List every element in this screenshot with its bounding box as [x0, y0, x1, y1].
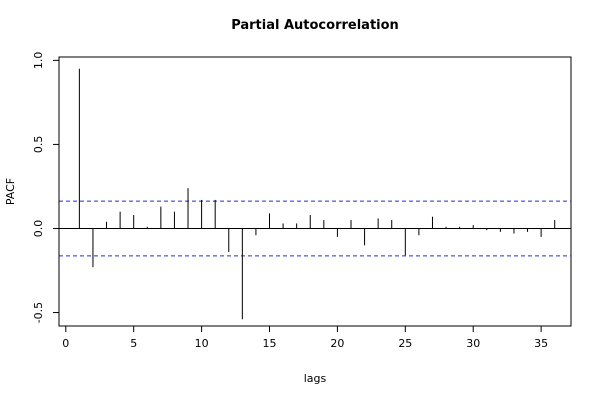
y-tick-label--0.5: -0.5: [32, 302, 45, 323]
plot-area: 0 5 10 15 20 25 30 35 -0.5 0.0 0.5 1.0: [32, 52, 572, 350]
x-tick-label-10: 10: [195, 337, 209, 350]
x-axis-label: lags: [304, 372, 327, 385]
x-tick-label-35: 35: [534, 337, 548, 350]
y-tick-label-1.0: 1.0: [32, 52, 45, 70]
plot-frame: [58, 56, 572, 327]
y-axis-label: PACF: [4, 178, 17, 205]
x-tick-label-20: 20: [330, 337, 344, 350]
y-tick-label-0.5: 0.5: [32, 136, 45, 154]
chart-title: Partial Autocorrelation: [231, 18, 399, 33]
x-tick-label-30: 30: [466, 337, 480, 350]
x-tick-label-15: 15: [263, 337, 277, 350]
x-tick-label-5: 5: [130, 337, 137, 350]
x-tick-label-25: 25: [398, 337, 412, 350]
x-tick-label-0: 0: [62, 337, 69, 350]
y-tick-label-0.0: 0.0: [32, 220, 45, 238]
